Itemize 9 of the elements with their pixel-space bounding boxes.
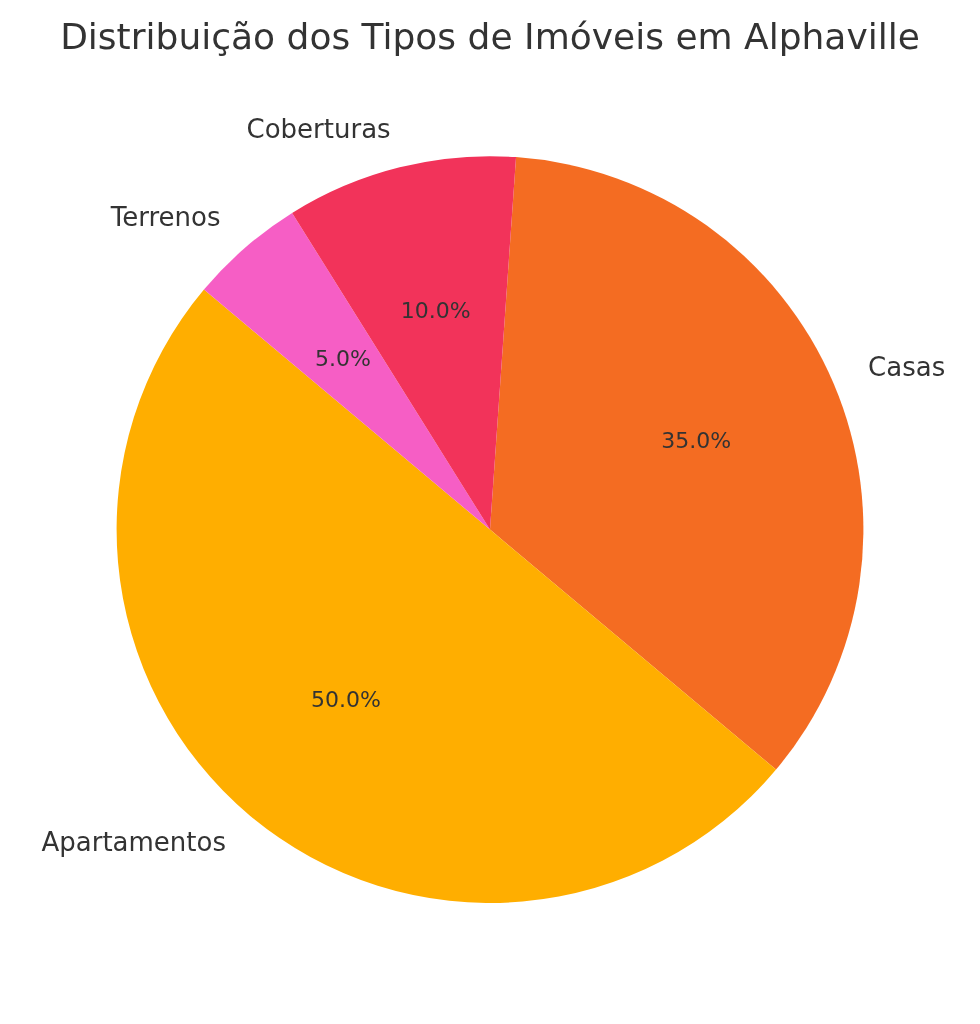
- data-label: 35.0%: [661, 427, 732, 453]
- slice-label: Terrenos: [109, 202, 221, 233]
- slice-label: Casas: [868, 351, 946, 382]
- data-label: 50.0%: [311, 686, 381, 712]
- slice-label: Coberturas: [246, 113, 391, 144]
- data-label: 10.0%: [400, 297, 471, 323]
- data-label: 5.0%: [315, 346, 371, 372]
- slice-label: Apartamentos: [41, 827, 226, 857]
- chart-title: Distribuição dos Tipos de Imóveis em Alphaville: [60, 15, 920, 57]
